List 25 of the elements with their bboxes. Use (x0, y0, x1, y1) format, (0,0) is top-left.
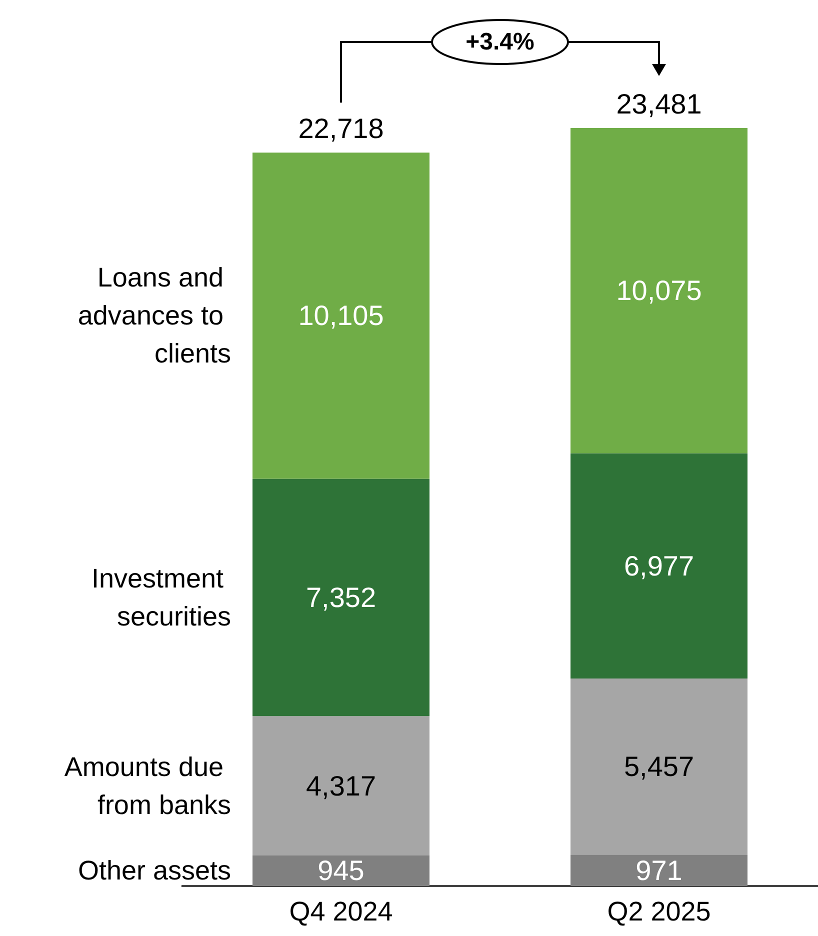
data-label: 945 (318, 855, 364, 886)
series-label: Investment securities (91, 563, 231, 632)
series-label: Other assets (78, 856, 231, 886)
bar (570, 453, 748, 678)
text: +3.4% (466, 28, 534, 56)
bar (570, 678, 748, 855)
total-label: 22,718 (298, 113, 384, 144)
data-label: 971 (636, 854, 682, 886)
bar (252, 152, 430, 479)
x-tick-label: Q4 2024 (289, 896, 393, 926)
data-label: 6,977 (624, 550, 694, 582)
bar (252, 855, 430, 886)
data-label: 4,317 (306, 770, 376, 802)
series-label: Amounts due from banks (64, 752, 231, 820)
data-label: 10,075 (616, 275, 702, 306)
data-label: 10,105 (298, 300, 384, 332)
bar (570, 128, 748, 454)
data-label: 7,352 (306, 582, 376, 613)
data-label: 5,457 (624, 751, 694, 782)
total-label: 23,481 (616, 88, 702, 120)
bar (570, 854, 748, 886)
x-tick-label: Q2 2025 (607, 896, 711, 926)
bar (252, 478, 430, 716)
series-label: Loans and advances to clients (78, 262, 231, 369)
bar (252, 716, 430, 856)
